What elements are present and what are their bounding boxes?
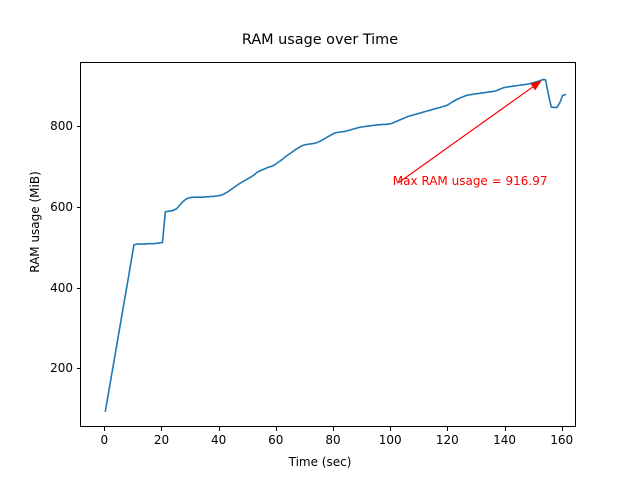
x-tick-mark-40: [218, 427, 220, 431]
y-tick-mark-600: [76, 206, 80, 208]
x-tick-label-20: 20: [153, 433, 170, 447]
y-axis-label: RAM usage (MiB): [28, 171, 42, 273]
y-tick-mark-800: [76, 125, 80, 127]
x-tick-label-140: 140: [493, 433, 516, 447]
x-tick-mark-160: [561, 427, 563, 431]
x-tick-label-100: 100: [378, 433, 402, 447]
x-tick-mark-80: [333, 427, 334, 431]
x-tick-label-80: 80: [325, 433, 341, 447]
x-tick-mark-0: [104, 427, 106, 431]
y-tick-label-800: 800: [50, 118, 73, 133]
x-tick-label-120: 120: [435, 433, 459, 447]
y-tick-label-200: 200: [50, 361, 73, 376]
x-tick-mark-140: [504, 427, 506, 431]
x-tick-label-60: 60: [268, 433, 284, 447]
x-tick-mark-60: [275, 427, 277, 431]
ram-usage-line: [104, 78, 567, 413]
y-tick-label-400: 400: [50, 280, 73, 295]
x-axis-label: Time (sec): [288, 455, 352, 469]
x-tick-mark-120: [447, 427, 449, 431]
chart-title: RAM usage over Time: [241, 32, 399, 48]
x-tick-label-0: 0: [100, 433, 109, 447]
x-tick-mark-100: [390, 427, 392, 431]
y-tick-mark-400: [76, 287, 80, 289]
y-tick-label-600: 600: [50, 199, 73, 214]
x-tick-label-40: 40: [211, 433, 227, 447]
x-tick-label-160: 160: [550, 433, 574, 447]
plot-axes: [80, 62, 576, 427]
y-tick-mark-200: [76, 368, 80, 370]
data-line-svg: [104, 78, 567, 413]
max-ram-annotation-label: Max RAM usage = 916.97: [392, 174, 548, 189]
x-tick-mark-20: [161, 427, 163, 431]
